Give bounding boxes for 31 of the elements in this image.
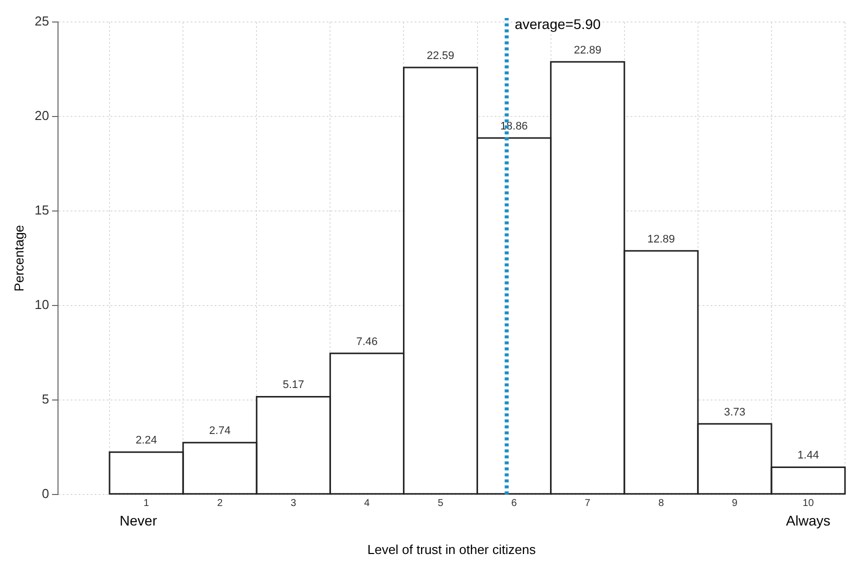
x-tick-label: 5 bbox=[438, 498, 444, 510]
x-axis-title: Level of trust in other citizens bbox=[367, 542, 536, 557]
data-label: 2.24 bbox=[136, 434, 158, 447]
data-label: 2.74 bbox=[209, 425, 231, 438]
data-label: 1.44 bbox=[798, 450, 819, 462]
data-label: 3.73 bbox=[724, 406, 746, 418]
text: Never bbox=[120, 512, 158, 528]
y-tick-label: 25 bbox=[34, 14, 50, 29]
y-tick-label: 15 bbox=[34, 202, 50, 218]
y-tick-label: 5 bbox=[42, 392, 50, 406]
y-tick-label: 10 bbox=[34, 297, 50, 312]
x-tick-label: 3 bbox=[290, 498, 297, 510]
x-tick-label: 4 bbox=[364, 498, 370, 510]
x-tick-label: 10 bbox=[802, 498, 814, 510]
x-tick-label: 8 bbox=[658, 498, 664, 510]
x-tick-label: 9 bbox=[732, 498, 738, 510]
y-axis-title: Percentage bbox=[11, 224, 26, 292]
y-tick-label: 20 bbox=[34, 108, 50, 124]
data-label: 5.17 bbox=[282, 379, 304, 392]
x-tick-label: 6 bbox=[511, 498, 518, 510]
data-label: 18.86 bbox=[500, 120, 528, 133]
x-tick-label: 2 bbox=[217, 498, 224, 510]
data-label: 7.46 bbox=[356, 336, 378, 348]
data-label: 22.89 bbox=[574, 44, 602, 56]
ref-line-label: average=5.90 bbox=[514, 16, 601, 32]
x-tick-label: 7 bbox=[584, 498, 591, 510]
y-tick-label: 0 bbox=[42, 486, 50, 501]
data-label: 22.59 bbox=[426, 50, 454, 62]
text: Always bbox=[786, 512, 830, 528]
data-label: 12.89 bbox=[647, 233, 675, 246]
x-tick-label: 1 bbox=[144, 498, 150, 510]
